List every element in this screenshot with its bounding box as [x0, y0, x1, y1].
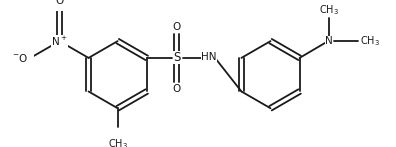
Text: N$^+$: N$^+$: [51, 35, 68, 48]
Text: O: O: [173, 22, 181, 32]
Text: CH$_3$: CH$_3$: [319, 3, 339, 17]
Text: O: O: [173, 84, 181, 94]
Text: CH$_3$: CH$_3$: [360, 34, 380, 48]
Text: $^{-}$O: $^{-}$O: [11, 52, 28, 64]
Text: O: O: [55, 0, 64, 6]
Text: N: N: [325, 36, 333, 46]
Text: HN: HN: [201, 52, 217, 62]
Text: S: S: [173, 51, 181, 64]
Text: CH$_3$: CH$_3$: [108, 138, 128, 147]
